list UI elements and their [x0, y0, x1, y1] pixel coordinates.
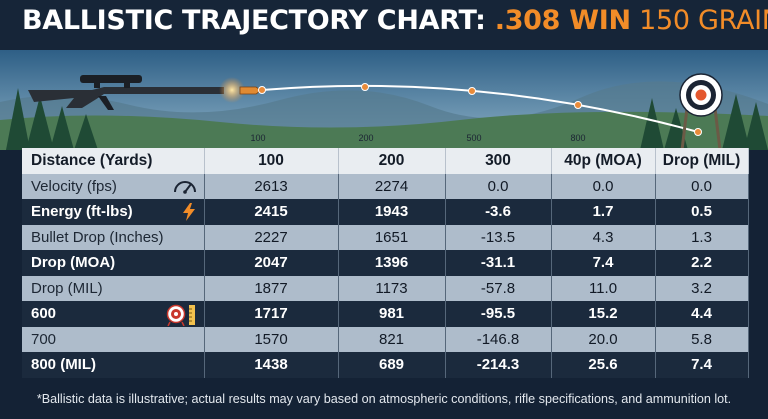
lightning-icon — [182, 203, 195, 221]
speedometer-icon — [173, 180, 196, 194]
table-cell: 1.3 — [655, 224, 749, 250]
table-row: Energy (ft-lbs) 2415 1943 -3.6 1.7 0.5 — [22, 199, 749, 225]
row-label-cell: 700 — [22, 326, 205, 352]
table-cell: 1438 — [204, 352, 339, 378]
trees-right — [640, 94, 768, 150]
marker-label-800: 800 — [570, 133, 585, 143]
bullet-icon — [239, 86, 260, 95]
table-row: Drop (MIL) 1877 1173 -57.8 11.0 3.2 — [22, 275, 749, 301]
near-hills — [0, 111, 768, 150]
table-cell: 25.6 — [551, 352, 656, 378]
table-cell: -214.3 — [445, 352, 552, 378]
table-cell: 1173 — [338, 275, 446, 301]
trajectory-curve — [261, 84, 699, 133]
row-label: 600 — [31, 305, 57, 323]
row-label-cell: Velocity (fps) — [22, 173, 205, 199]
table-cell: 0.5 — [655, 199, 749, 225]
column-header: 40p (MOA) — [551, 148, 656, 174]
target-ruler-icon — [166, 304, 195, 326]
table-cell: 15.2 — [551, 301, 656, 327]
table-cell: -95.5 — [445, 301, 552, 327]
trees-left — [6, 88, 98, 150]
table-cell: 2227 — [204, 224, 339, 250]
table-cell: 5.8 — [655, 326, 749, 352]
row-label-cell: Drop (MOA) — [22, 250, 205, 276]
title-part-1: BALLISTIC TRAJECTORY CHART: — [22, 5, 495, 36]
table-cell: -57.8 — [445, 275, 552, 301]
marker-500 — [468, 87, 476, 95]
table-cell: 1717 — [204, 301, 339, 327]
table-cell: 0.0 — [655, 173, 749, 199]
table-cell: 20.0 — [551, 326, 656, 352]
row-label: Velocity (fps) — [31, 177, 117, 195]
marker-200 — [361, 83, 369, 91]
table-cell: 1651 — [338, 224, 446, 250]
trajectory-markers — [258, 83, 702, 136]
row-label-cell: Drop (MIL) — [22, 275, 205, 301]
table-row: 800 (MIL) 1438 689 -214.3 25.6 7.4 — [22, 352, 749, 378]
table-cell: 1396 — [338, 250, 446, 276]
column-header: Drop (MIL) — [655, 148, 749, 174]
table-cell: 2047 — [204, 250, 339, 276]
row-label: Energy (ft-lbs) — [31, 203, 133, 221]
title-part-3: 150 GRAIN BULLET — [639, 5, 768, 36]
table-row: 600 1717 981 -95.5 15.2 4.4 — [22, 301, 749, 327]
marker-impact — [694, 128, 702, 136]
table-cell: -3.6 — [445, 199, 552, 225]
column-header: 300 — [445, 148, 552, 174]
column-header: 100 — [204, 148, 339, 174]
row-label-cell: 800 (MIL) — [22, 352, 205, 378]
marker-100 — [258, 86, 266, 94]
table-cell: 2274 — [338, 173, 446, 199]
table-cell: 1943 — [338, 199, 446, 225]
bullseye-target-icon — [679, 73, 723, 150]
table-cell: 821 — [338, 326, 446, 352]
table-row: Drop (MOA) 2047 1396 -31.1 7.4 2.2 — [22, 250, 749, 276]
table-cell: 689 — [338, 352, 446, 378]
marker-label-100: 100 — [250, 133, 265, 143]
table-cell: 3.2 — [655, 275, 749, 301]
table-cell: -146.8 — [445, 326, 552, 352]
table-row: Bullet Drop (Inches) 2227 1651 -13.5 4.3… — [22, 224, 749, 250]
table-cell: 0.0 — [551, 173, 656, 199]
table-cell: 1877 — [204, 275, 339, 301]
table-row: 700 1570 821 -146.8 20.0 5.8 — [22, 326, 749, 352]
table-cell: 2415 — [204, 199, 339, 225]
column-header: 200 — [338, 148, 446, 174]
title-part-2: .308 WIN — [494, 5, 631, 36]
row-label-cell: 600 — [22, 301, 205, 327]
table-cell: 2613 — [204, 173, 339, 199]
table-cell: 0.0 — [445, 173, 552, 199]
muzzle-flash-icon — [219, 77, 245, 103]
ballistics-table: Distance (Yards) 100 200 300 40p (MOA) D… — [22, 148, 749, 378]
header-bar: BALLISTIC TRAJECTORY CHART: .308 WIN 150… — [0, 0, 768, 50]
row-label-cell: Energy (ft-lbs) — [22, 199, 205, 225]
rifle-icon — [28, 75, 224, 110]
table-cell: 2.2 — [655, 250, 749, 276]
marker-label-500: 500 — [466, 133, 481, 143]
table-cell: 7.4 — [551, 250, 656, 276]
table-cell: 1.7 — [551, 199, 656, 225]
table-cell: -31.1 — [445, 250, 552, 276]
table-header-row: Distance (Yards) 100 200 300 40p (MOA) D… — [22, 148, 749, 174]
marker-label-200: 200 — [358, 133, 373, 143]
ballistics-table-container: Distance (Yards) 100 200 300 40p (MOA) D… — [22, 148, 749, 378]
table-cell: 981 — [338, 301, 446, 327]
table-cell: 1570 — [204, 326, 339, 352]
table-cell: 11.0 — [551, 275, 656, 301]
page-title: BALLISTIC TRAJECTORY CHART: .308 WIN 150… — [22, 5, 768, 36]
column-header: Distance (Yards) — [22, 148, 205, 174]
table-cell: 4.4 — [655, 301, 749, 327]
table-row: Velocity (fps) 2613 2274 0.0 0.0 0.0 — [22, 173, 749, 199]
table-cell: 4.3 — [551, 224, 656, 250]
table-cell: -13.5 — [445, 224, 552, 250]
trajectory-illustration: 100 200 500 800 — [0, 50, 768, 150]
footnote: *Ballistic data is illustrative; actual … — [36, 392, 732, 406]
row-label-cell: Bullet Drop (Inches) — [22, 224, 205, 250]
table-cell: 7.4 — [655, 352, 749, 378]
marker-800 — [574, 101, 582, 109]
